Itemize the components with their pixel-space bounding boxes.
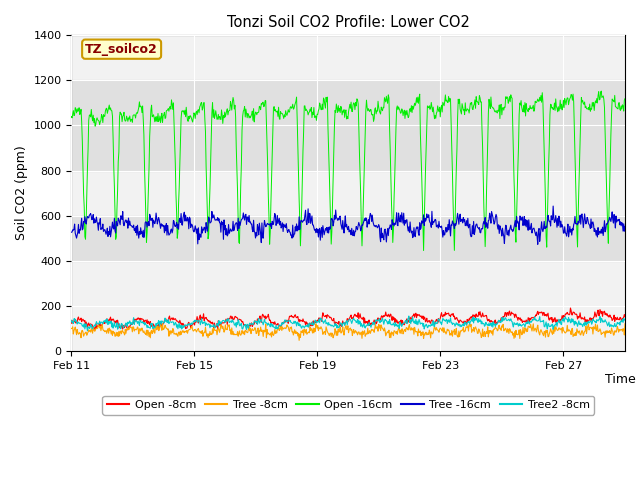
Title: Tonzi Soil CO2 Profile: Lower CO2: Tonzi Soil CO2 Profile: Lower CO2 [227,15,470,30]
Bar [72,216,625,261]
Legend: Open -8cm, Tree -8cm, Open -16cm, Tree -16cm, Tree2 -8cm: Open -8cm, Tree -8cm, Open -16cm, Tree -… [102,396,594,415]
X-axis label: Time: Time [605,373,636,386]
Text: TZ_soilco2: TZ_soilco2 [85,43,158,56]
Y-axis label: Soil CO2 (ppm): Soil CO2 (ppm) [15,146,28,240]
Bar [72,81,625,170]
